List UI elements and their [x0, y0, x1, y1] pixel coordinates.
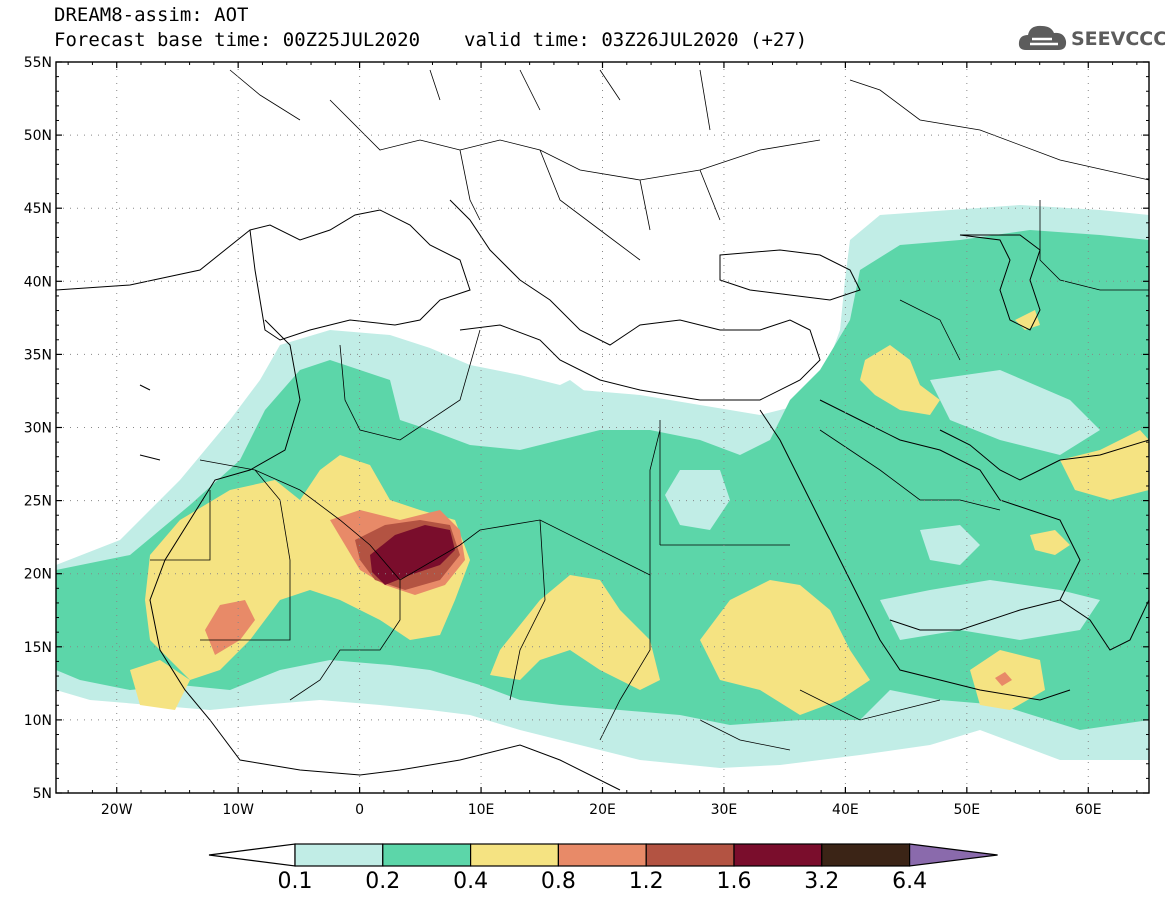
lon-tick-label: 60E: [1075, 802, 1102, 818]
colorbar-arrow-high: [908, 843, 998, 867]
lat-tick-label: 10N: [24, 713, 52, 729]
colorbar: 0.1 0.2 0.4 0.8 1.2 1.6 3.2 6.4: [208, 843, 998, 894]
lat-tick-label: 55N: [24, 55, 52, 71]
colorbar-swatch: [821, 843, 911, 867]
colorbar-label: 0.1: [278, 869, 313, 894]
colorbar-label: 6.4: [892, 869, 927, 894]
colorbar-swatch: [294, 843, 384, 867]
lon-tick-label: 20E: [589, 802, 616, 818]
valid-time: valid time: 03Z26JUL2020 (+27): [464, 29, 808, 51]
lon-tick-label: 0: [355, 802, 364, 818]
country-borders: [150, 69, 1149, 751]
colorbar-label: 3.2: [804, 869, 839, 894]
lon-tick-label: 30E: [711, 802, 738, 818]
lon-axis: 20W 10W 0 10E 20E 30E 40E 50E 60E: [67, 62, 1138, 818]
lat-axis: 55N 50N 45N 40N 35N 30N 25N 20N 15N 10N 5N: [24, 55, 1149, 802]
gridlines: [56, 62, 1149, 793]
colorbar-label: 0.8: [541, 869, 576, 894]
lat-tick-label: 30N: [24, 421, 52, 437]
lat-tick-label: 5N: [33, 786, 52, 802]
colorbar-arrow-low: [208, 843, 296, 867]
colorbar-swatch: [470, 843, 560, 867]
seevccc-logo: SEEVCCC: [1018, 20, 1165, 58]
lon-tick-label: 50E: [953, 802, 980, 818]
cloud-icon: [1018, 25, 1067, 50]
colorbar-label: 0.4: [453, 869, 488, 894]
lon-tick-label: 40E: [832, 802, 859, 818]
colorbar-label: 1.2: [629, 869, 664, 894]
lat-tick-label: 40N: [24, 274, 52, 290]
time-info: Forecast base time: 00Z25JUL2020 valid ti…: [54, 29, 807, 51]
colorbar-swatch: [382, 843, 472, 867]
lon-tick-label: 10E: [468, 802, 495, 818]
colorbar-swatch: [557, 843, 647, 867]
colorbar-swatch: [645, 843, 735, 867]
lon-tick-label: 20W: [101, 802, 133, 818]
chart-title: DREAM8-assim: AOT: [54, 4, 249, 26]
lat-tick-label: 50N: [24, 128, 52, 144]
colorbar-swatch: [733, 843, 823, 867]
aot-field: [56, 205, 1149, 768]
logo-text: SEEVCCC: [1071, 28, 1165, 50]
colorbar-label: 1.6: [717, 869, 752, 894]
colorbar-label: 0.2: [365, 869, 400, 894]
lat-tick-label: 45N: [24, 201, 52, 217]
coastlines: [56, 199, 1149, 791]
lat-tick-label: 20N: [24, 567, 52, 583]
lat-tick-label: 35N: [24, 347, 52, 363]
lat-tick-label: 15N: [24, 640, 52, 656]
lat-tick-label: 25N: [24, 494, 52, 510]
lon-tick-label: 10W: [222, 802, 254, 818]
base-time: Forecast base time: 00Z25JUL2020: [54, 29, 421, 51]
